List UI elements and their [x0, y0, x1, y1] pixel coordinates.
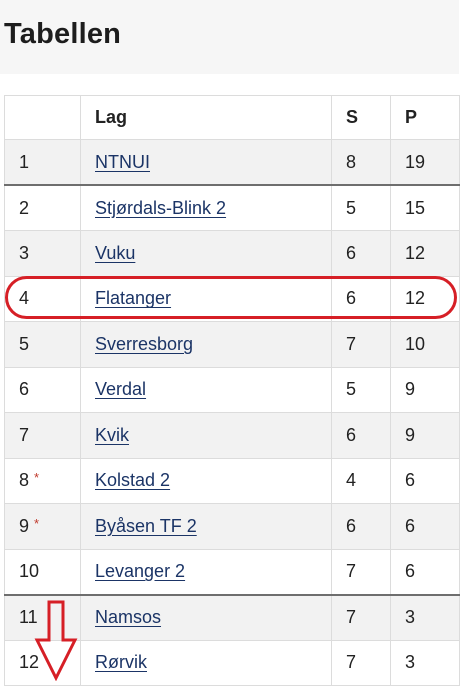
- rank-cell: 3: [4, 230, 81, 277]
- points-cell: 19: [390, 139, 460, 186]
- rank-cell: 5: [4, 321, 81, 368]
- team-link[interactable]: Kvik: [95, 424, 130, 445]
- games-cell: 6: [331, 275, 391, 322]
- standings-table: Lag S P 1 NTNUI 8 19 2 Stjørdals-Blink 2…: [4, 95, 460, 686]
- header-rank: [4, 95, 81, 140]
- rank-cell: 4: [4, 275, 81, 322]
- games-cell: 5: [331, 184, 391, 231]
- points-cell: 6: [390, 503, 460, 550]
- points-cell: 9: [390, 412, 460, 459]
- points-cell: 3: [390, 593, 460, 641]
- rank-cell: 2: [4, 184, 81, 231]
- page-title: Tabellen: [4, 18, 122, 50]
- team-cell: Flatanger: [80, 275, 332, 322]
- games-cell: 8: [331, 139, 391, 186]
- table-row: 7 Kvik 6 9: [4, 412, 460, 459]
- games-cell: 6: [331, 503, 391, 550]
- table-row: 2 Stjørdals-Blink 2 5 15: [4, 184, 460, 231]
- rank-value: 3: [19, 242, 30, 263]
- rank-value: 2: [19, 197, 30, 218]
- games-cell: 5: [331, 366, 391, 413]
- team-cell: Verdal: [80, 366, 332, 413]
- rank-value: 8: [19, 470, 30, 491]
- team-link[interactable]: Namsos: [95, 607, 162, 627]
- table-row: 5 Sverresborg 7 10: [4, 321, 460, 368]
- points-cell: 6: [390, 457, 460, 504]
- team-cell: Kvik: [80, 412, 332, 459]
- asterisk-marker: *: [34, 515, 40, 531]
- rank-value: 5: [19, 333, 30, 354]
- points-cell: 10: [390, 321, 460, 368]
- table-row: 6 Verdal 5 9: [4, 366, 460, 413]
- team-cell: Stjørdals-Blink 2: [80, 184, 332, 231]
- games-cell: 7: [331, 639, 391, 686]
- team-cell: Levanger 2: [80, 548, 332, 595]
- team-link[interactable]: Rørvik: [95, 652, 147, 673]
- points-cell: 6: [390, 548, 460, 595]
- rank-value: 12: [19, 652, 40, 673]
- team-link[interactable]: Levanger 2: [95, 561, 186, 581]
- games-cell: 6: [331, 230, 391, 277]
- points-cell: 12: [390, 230, 460, 277]
- header-band: Tabellen: [0, 0, 459, 74]
- rank-value: 6: [19, 379, 30, 400]
- header-games: S: [331, 95, 391, 140]
- table-row: 3 Vuku 6 12: [4, 230, 460, 277]
- rank-cell: 9 *: [4, 503, 81, 550]
- rank-value: 9: [19, 515, 30, 536]
- games-cell: 7: [331, 593, 391, 641]
- header-team: Lag: [80, 95, 332, 140]
- team-cell: Byåsen TF 2: [80, 503, 332, 550]
- rank-value: 1: [19, 151, 30, 172]
- table-row: 9 * Byåsen TF 2 6 6: [4, 503, 460, 550]
- team-link[interactable]: Verdal: [95, 379, 147, 400]
- team-link[interactable]: NTNUI: [95, 151, 150, 172]
- header-points: P: [390, 95, 460, 140]
- team-link[interactable]: Kolstad 2: [95, 470, 171, 491]
- games-cell: 6: [331, 412, 391, 459]
- team-link[interactable]: Stjørdals-Blink 2: [95, 197, 227, 218]
- team-link[interactable]: Vuku: [95, 242, 136, 263]
- points-cell: 12: [390, 275, 460, 322]
- points-cell: 3: [390, 639, 460, 686]
- team-cell: Kolstad 2: [80, 457, 332, 504]
- rank-cell: 7: [4, 412, 81, 459]
- team-link[interactable]: Flatanger: [95, 288, 172, 309]
- games-cell: 4: [331, 457, 391, 504]
- table-row: 1 NTNUI 8 19: [4, 139, 460, 186]
- rank-cell: 1: [4, 139, 81, 186]
- rank-value: 11: [19, 607, 38, 627]
- rank-cell: 10: [4, 548, 81, 595]
- rank-value: 7: [19, 424, 30, 445]
- team-cell: Namsos: [80, 593, 332, 641]
- table-row: 8 * Kolstad 2 4 6: [4, 457, 460, 504]
- team-link[interactable]: Byåsen TF 2: [95, 515, 197, 536]
- team-cell: NTNUI: [80, 139, 332, 186]
- standings-table-container: Lag S P 1 NTNUI 8 19 2 Stjørdals-Blink 2…: [4, 95, 460, 686]
- table-row: 11 Namsos 7 3: [4, 593, 460, 641]
- team-cell: Vuku: [80, 230, 332, 277]
- table-header-row: Lag S P: [4, 95, 460, 140]
- rank-value: 4: [19, 288, 30, 309]
- table-row: 12 Rørvik 7 3: [4, 639, 460, 686]
- team-link[interactable]: Sverresborg: [95, 333, 194, 354]
- rank-cell: 12: [4, 639, 81, 686]
- table-row-highlighted: 4 Flatanger 6 12: [4, 275, 460, 322]
- games-cell: 7: [331, 548, 391, 595]
- rank-cell: 8 *: [4, 457, 81, 504]
- rank-value: 10: [19, 561, 40, 581]
- table-row: 10 Levanger 2 7 6: [4, 548, 460, 595]
- points-cell: 9: [390, 366, 460, 413]
- asterisk-marker: *: [34, 470, 40, 486]
- points-cell: 15: [390, 184, 460, 231]
- rank-cell: 11: [4, 593, 81, 641]
- rank-cell: 6: [4, 366, 81, 413]
- team-cell: Sverresborg: [80, 321, 332, 368]
- team-cell: Rørvik: [80, 639, 332, 686]
- games-cell: 7: [331, 321, 391, 368]
